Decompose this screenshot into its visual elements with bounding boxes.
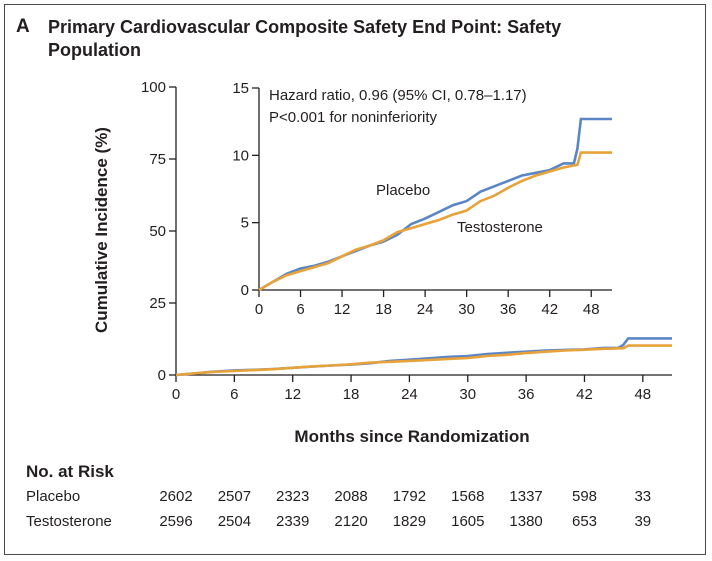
main-x-tick-label: 18 [343, 386, 360, 403]
risk-count: 2323 [276, 488, 310, 505]
risk-table-heading: No. at Risk [26, 462, 114, 481]
main-x-tick-label: 6 [230, 386, 238, 403]
panel-letter: A [16, 16, 30, 37]
inset-x-tick-label: 18 [375, 301, 392, 318]
risk-count: 2088 [334, 488, 368, 505]
risk-count: 1829 [392, 513, 427, 530]
inset-y-tick-label: 0 [241, 282, 249, 299]
main-y-tick-label: 25 [149, 295, 166, 312]
testosterone-series-label: Testosterone [457, 219, 543, 236]
x-axis-title: Months since Randomization [294, 427, 529, 446]
p-value-annotation: P<0.001 for noninferiority [269, 109, 438, 126]
main-x-tick-label: 30 [459, 386, 476, 403]
main-x-tick-label: 12 [284, 386, 301, 403]
inset-x-tick-label: 48 [583, 301, 600, 318]
risk-count: 1605 [451, 513, 485, 530]
main-y-tick-label: 100 [141, 79, 166, 96]
risk-count: 33 [634, 488, 652, 505]
risk-count: 39 [634, 513, 652, 530]
inset-x-tick-label: 6 [296, 301, 304, 318]
risk-count: 1568 [451, 488, 485, 505]
panel-title: Primary Cardiovascular Composite Safety … [48, 17, 562, 60]
placebo-series-label: Placebo [376, 182, 430, 199]
inset-x-tick-label: 12 [334, 301, 351, 318]
inset-y-tick-label: 15 [232, 80, 249, 97]
inset-x-tick-label: 24 [417, 301, 434, 318]
main-x-tick-label: 42 [576, 386, 593, 403]
main-y-tick-label: 75 [149, 151, 166, 168]
main-y-tick-label: 50 [149, 223, 166, 240]
main-y-tick-label: 0 [158, 367, 166, 384]
main-x-tick-label: 48 [634, 386, 651, 403]
inset-x-tick-label: 36 [500, 301, 517, 318]
main-x-tick-label: 24 [401, 386, 418, 403]
risk-count: 653 [571, 513, 598, 530]
figure-frame [4, 4, 706, 555]
risk-count: 2596 [159, 513, 193, 530]
risk-count: 2602 [159, 488, 193, 505]
inset-x-tick-label: 42 [541, 301, 558, 318]
risk-count: 598 [571, 488, 598, 505]
inset-x-tick-label: 30 [458, 301, 475, 318]
risk-row-label: Testosterone [26, 513, 112, 530]
risk-count: 2120 [334, 513, 368, 530]
risk-count: 1337 [509, 488, 543, 505]
inset-y-tick-label: 10 [232, 147, 249, 164]
risk-count: 1792 [392, 488, 427, 505]
risk-count: 2504 [217, 513, 252, 530]
inset-x-tick-label: 0 [255, 301, 263, 318]
main-x-tick-label: 36 [518, 386, 535, 403]
y-axis-title: Cumulative Incidence (%) [92, 127, 111, 333]
inset-series-testosterone [258, 151, 612, 292]
hazard-ratio-annotation: Hazard ratio, 0.96 (95% CI, 0.78–1.17) [269, 87, 527, 104]
inset-series-placebo [258, 117, 612, 292]
risk-count: 1380 [509, 513, 543, 530]
risk-row-label: Placebo [26, 488, 81, 505]
main-series-testosterone [175, 344, 672, 377]
inset-y-tick-label: 5 [241, 215, 249, 232]
main-x-tick-label: 0 [172, 386, 180, 403]
risk-count: 2507 [217, 488, 252, 505]
risk-count: 2339 [276, 513, 310, 530]
